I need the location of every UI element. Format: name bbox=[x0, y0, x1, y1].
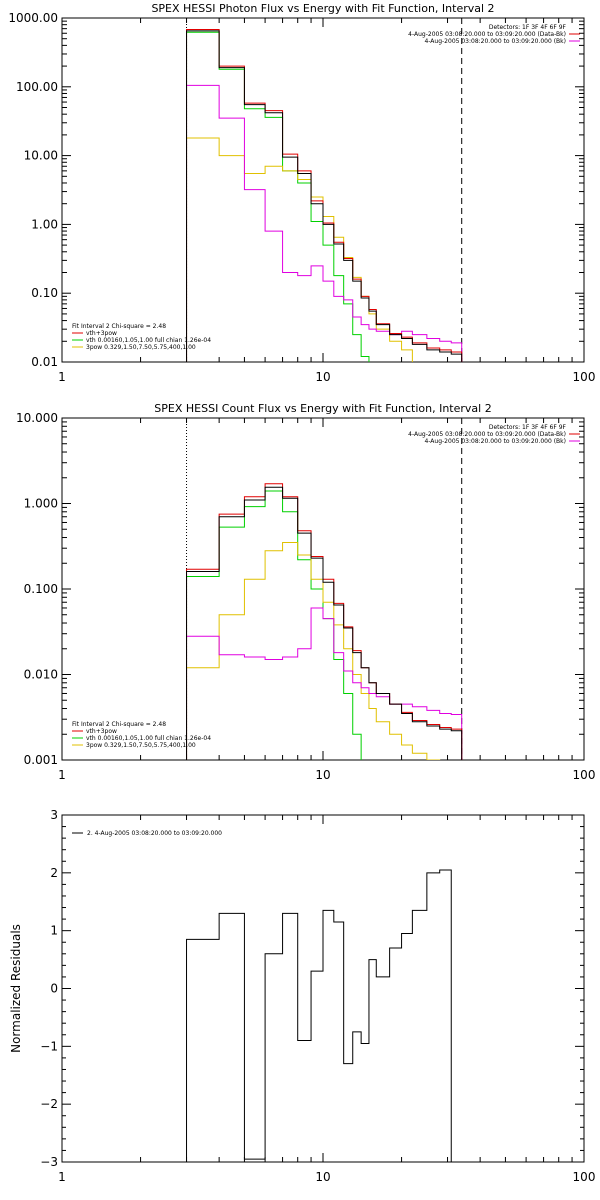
series-data-line bbox=[186, 869, 452, 1162]
legend-entry: Fit Interval 2 Chi-square = 2.48 bbox=[72, 323, 166, 330]
x-tick-label: 1 bbox=[58, 370, 66, 384]
x-tick-label: 1 bbox=[58, 1170, 66, 1184]
legend-entry: Detectors: 1F 3F 4F 6F 9F bbox=[489, 24, 567, 31]
legend-entry: vth+3pow bbox=[86, 330, 117, 337]
x-tick-label: 100 bbox=[573, 1170, 596, 1184]
series-data-line bbox=[186, 30, 463, 362]
y-tick-label: 1.000 bbox=[24, 497, 58, 511]
chart-panel-1: SPEX HESSI Photon Flux vs Energy with Fi… bbox=[8, 2, 596, 384]
series-thermal-line bbox=[186, 490, 362, 760]
y-tick-label: 0.010 bbox=[24, 668, 58, 682]
series-thermal-line bbox=[186, 31, 370, 362]
y-tick-label: 1 bbox=[50, 924, 58, 938]
x-tick-label: 10 bbox=[315, 1170, 330, 1184]
legend-entry: 4-Aug-2005 03:08:20.000 to 03:09:20.000 … bbox=[424, 438, 566, 445]
y-tick-label: 10.00 bbox=[24, 149, 58, 163]
x-tick-label: 10 bbox=[315, 768, 330, 782]
chart-panel-3: 1 10 100 −3 −2 −1 0 1 2 3 Normalized Residuals 2. 4… bbox=[9, 808, 595, 1184]
legend-entry: 4-Aug-2005 03:08:20.000 to 03:09:20.000 … bbox=[408, 431, 566, 438]
y-tick-label: 10.000 bbox=[16, 411, 58, 425]
series-power-line bbox=[186, 137, 413, 362]
series-total-line bbox=[186, 29, 463, 362]
legend-entry: vth 0.00160,1.05,1.00 full chian 1.26e-0… bbox=[86, 337, 211, 344]
legend-entry: 4-Aug-2005 03:08:20.000 to 03:09:20.000 … bbox=[424, 38, 566, 45]
chart-title: SPEX HESSI Count Flux vs Energy with Fit… bbox=[154, 402, 491, 415]
y-tick-label: 0.100 bbox=[24, 582, 58, 596]
legend-entry: 3pow 0.329,1.50,7.50,5.75,400,1.00 bbox=[86, 742, 196, 749]
y-tick-label: −2 bbox=[40, 1097, 58, 1111]
chart-title: SPEX HESSI Photon Flux vs Energy with Fi… bbox=[151, 2, 494, 15]
y-axis-label: Normalized Residuals bbox=[9, 924, 23, 1053]
y-tick-label: 0 bbox=[50, 982, 58, 996]
y-tick-label: 0.10 bbox=[31, 286, 58, 300]
series-background-line bbox=[186, 84, 463, 362]
series-data-line bbox=[186, 486, 463, 760]
y-tick-label: 0.01 bbox=[31, 355, 58, 369]
legend-entry: vth 0.00160,1.05,1.00 full chian 1.26e-0… bbox=[86, 735, 211, 742]
x-tick-label: 100 bbox=[573, 370, 596, 384]
y-tick-label: 1000.00 bbox=[8, 11, 58, 25]
legend-entry: 2. 4-Aug-2005 03:08:20.000 to 03:09:20.0… bbox=[87, 830, 222, 837]
plot-frame bbox=[61, 17, 585, 363]
y-tick-label: −3 bbox=[40, 1155, 58, 1169]
legend-entry: Fit Interval 2 Chi-square = 2.48 bbox=[72, 721, 166, 728]
y-tick-label: 1.00 bbox=[31, 217, 58, 231]
y-tick-label: 0.001 bbox=[24, 753, 58, 767]
legend-entry: Detectors: 1F 3F 4F 6F 9F bbox=[489, 424, 567, 431]
plot-frame bbox=[61, 814, 585, 1163]
legend-entry: vth+3pow bbox=[86, 728, 117, 735]
x-tick-label: 10 bbox=[315, 370, 330, 384]
y-tick-label: −1 bbox=[40, 1039, 58, 1053]
chart-panel-2: SPEX HESSI Count Flux vs Energy with Fit… bbox=[16, 402, 596, 782]
y-tick-label: 100.00 bbox=[16, 80, 58, 94]
legend-entry: 4-Aug-2005 03:08:20.000 to 03:09:20.000 … bbox=[408, 31, 566, 38]
y-tick-label: 2 bbox=[50, 866, 58, 880]
x-tick-label: 1 bbox=[58, 768, 66, 782]
x-tick-label: 100 bbox=[573, 768, 596, 782]
series-power-line bbox=[186, 541, 441, 760]
series-background-line bbox=[186, 607, 463, 760]
legend-entry: 3pow 0.329,1.50,7.50,5.75,400,1.00 bbox=[86, 344, 196, 351]
y-tick-label: 3 bbox=[50, 808, 58, 822]
